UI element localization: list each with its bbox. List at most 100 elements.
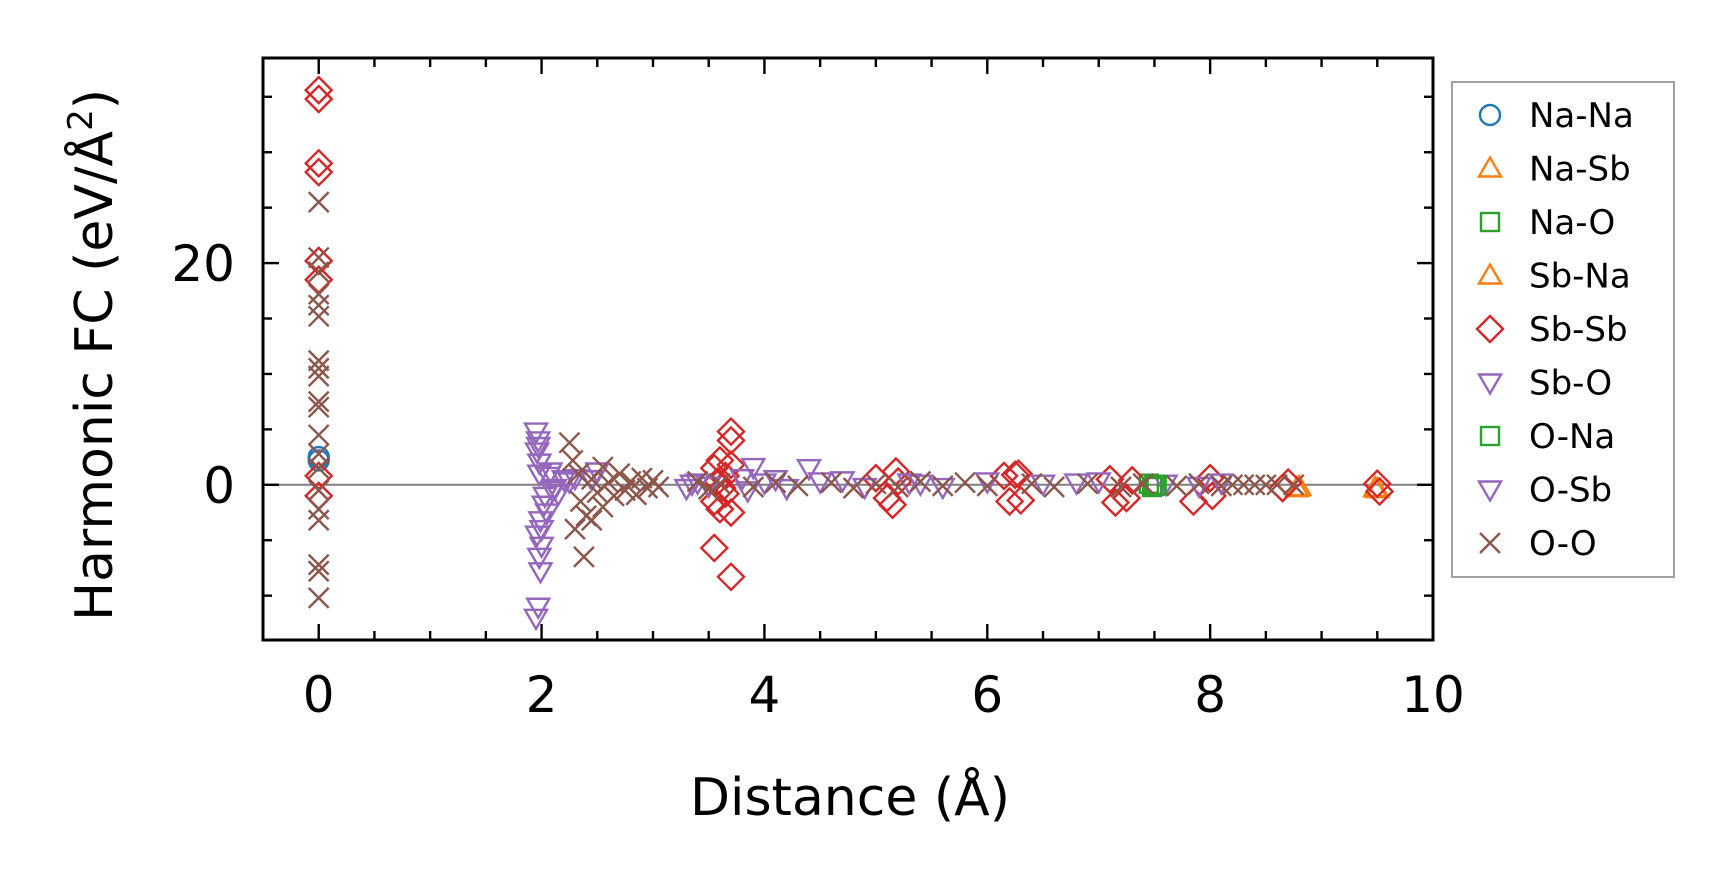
data-point	[1117, 465, 1147, 496]
data-point	[307, 261, 330, 283]
data-point	[1255, 473, 1277, 496]
data-point	[525, 431, 552, 454]
data-point	[569, 490, 592, 513]
data-point	[751, 473, 778, 496]
legend-marker	[1479, 425, 1501, 447]
data-point	[709, 472, 731, 495]
legend-marker	[1475, 314, 1505, 344]
data-point	[304, 148, 334, 179]
data-point	[1362, 468, 1392, 499]
legend-label: O-Na	[1529, 417, 1615, 457]
data-point	[762, 470, 789, 493]
data-point	[307, 357, 330, 380]
data-point	[716, 416, 746, 447]
data-point	[686, 470, 709, 493]
data-point	[931, 475, 954, 497]
legend-label: O-Sb	[1529, 471, 1612, 511]
data-point	[304, 84, 334, 114]
data-point	[742, 476, 765, 498]
data-point	[842, 477, 865, 499]
data-point	[1043, 476, 1065, 498]
x-tick-label: 10	[1401, 666, 1465, 724]
series-o-na	[1141, 474, 1167, 498]
data-point	[994, 486, 1025, 517]
data-point	[307, 587, 330, 609]
x-tick-label: 4	[749, 666, 781, 724]
legend-frame	[1451, 81, 1675, 578]
data-point	[795, 458, 823, 482]
legend-label: Sb-O	[1529, 364, 1612, 404]
data-point	[525, 436, 552, 460]
data-point	[525, 597, 552, 621]
y-tick-label: 20	[171, 235, 235, 293]
data-point	[1243, 473, 1266, 496]
data-point	[608, 462, 631, 485]
data-point	[304, 157, 334, 187]
data-point	[820, 471, 843, 494]
data-point	[1146, 474, 1167, 495]
data-point	[647, 476, 670, 498]
data-point	[597, 471, 620, 494]
data-point	[307, 449, 330, 472]
data-point	[1000, 460, 1030, 490]
data-point	[535, 466, 562, 490]
legend-marker	[1478, 103, 1502, 127]
data-point	[877, 490, 908, 520]
legend-label: Na-Sb	[1529, 150, 1631, 190]
data-point	[1111, 483, 1142, 513]
data-point	[1208, 473, 1235, 496]
data-point	[307, 560, 330, 583]
data-point	[524, 442, 551, 465]
data-point	[561, 449, 584, 472]
data-point	[527, 562, 554, 585]
data-point	[974, 472, 1001, 495]
legend-entry: O-Na	[1479, 417, 1615, 457]
data-point	[787, 475, 809, 497]
data-point	[764, 471, 787, 494]
legend-label: Na-Na	[1529, 96, 1634, 136]
data-point	[592, 456, 614, 478]
data-point	[1100, 487, 1131, 518]
x-tick-label: 8	[1194, 666, 1226, 724]
data-point	[1221, 473, 1244, 496]
legend-entry: Sb-Na	[1476, 257, 1631, 297]
y-axis-label: Harmonic FC (eV/Å2)	[61, 89, 125, 621]
plot-area: 0 2 4 6 8 10 0 20	[171, 56, 1465, 724]
data-point	[1095, 464, 1125, 494]
data-point	[526, 547, 553, 571]
data-point	[1273, 467, 1303, 498]
series-o-o	[307, 191, 1305, 609]
data-point	[1185, 476, 1213, 500]
data-point	[1076, 472, 1099, 495]
legend-marker	[1479, 211, 1501, 233]
legend: Na-Na Na-Sb Na-O Sb-Na Sb-Sb Sb-O O-Na O-Sb O-O	[1451, 81, 1675, 578]
legend-marker	[1476, 480, 1504, 503]
data-point	[976, 475, 999, 497]
data-point	[1006, 485, 1036, 516]
data-point	[989, 461, 1019, 491]
series-o-sb	[525, 436, 1090, 543]
data-point	[716, 562, 746, 592]
data-point	[705, 445, 735, 476]
y-tick-label: 0	[203, 457, 235, 515]
data-point	[307, 283, 330, 305]
data-point	[1063, 473, 1090, 496]
data-point	[522, 608, 550, 632]
legend-marker	[1476, 155, 1504, 178]
data-point	[1232, 473, 1255, 496]
data-point	[531, 486, 558, 510]
x-axis-label: Distance (Å)	[690, 766, 1010, 828]
data-point	[1029, 474, 1057, 498]
data-point	[716, 497, 746, 528]
data-point	[307, 457, 330, 480]
data-point	[573, 546, 595, 568]
data-point	[1141, 476, 1163, 498]
legend-label: O-O	[1529, 524, 1597, 564]
legend-label: Na-O	[1529, 203, 1615, 243]
data-point	[307, 498, 330, 521]
data-point	[1085, 472, 1112, 495]
data-point	[558, 431, 581, 454]
data-point	[307, 365, 330, 388]
legend-label: Sb-Sb	[1529, 310, 1628, 350]
